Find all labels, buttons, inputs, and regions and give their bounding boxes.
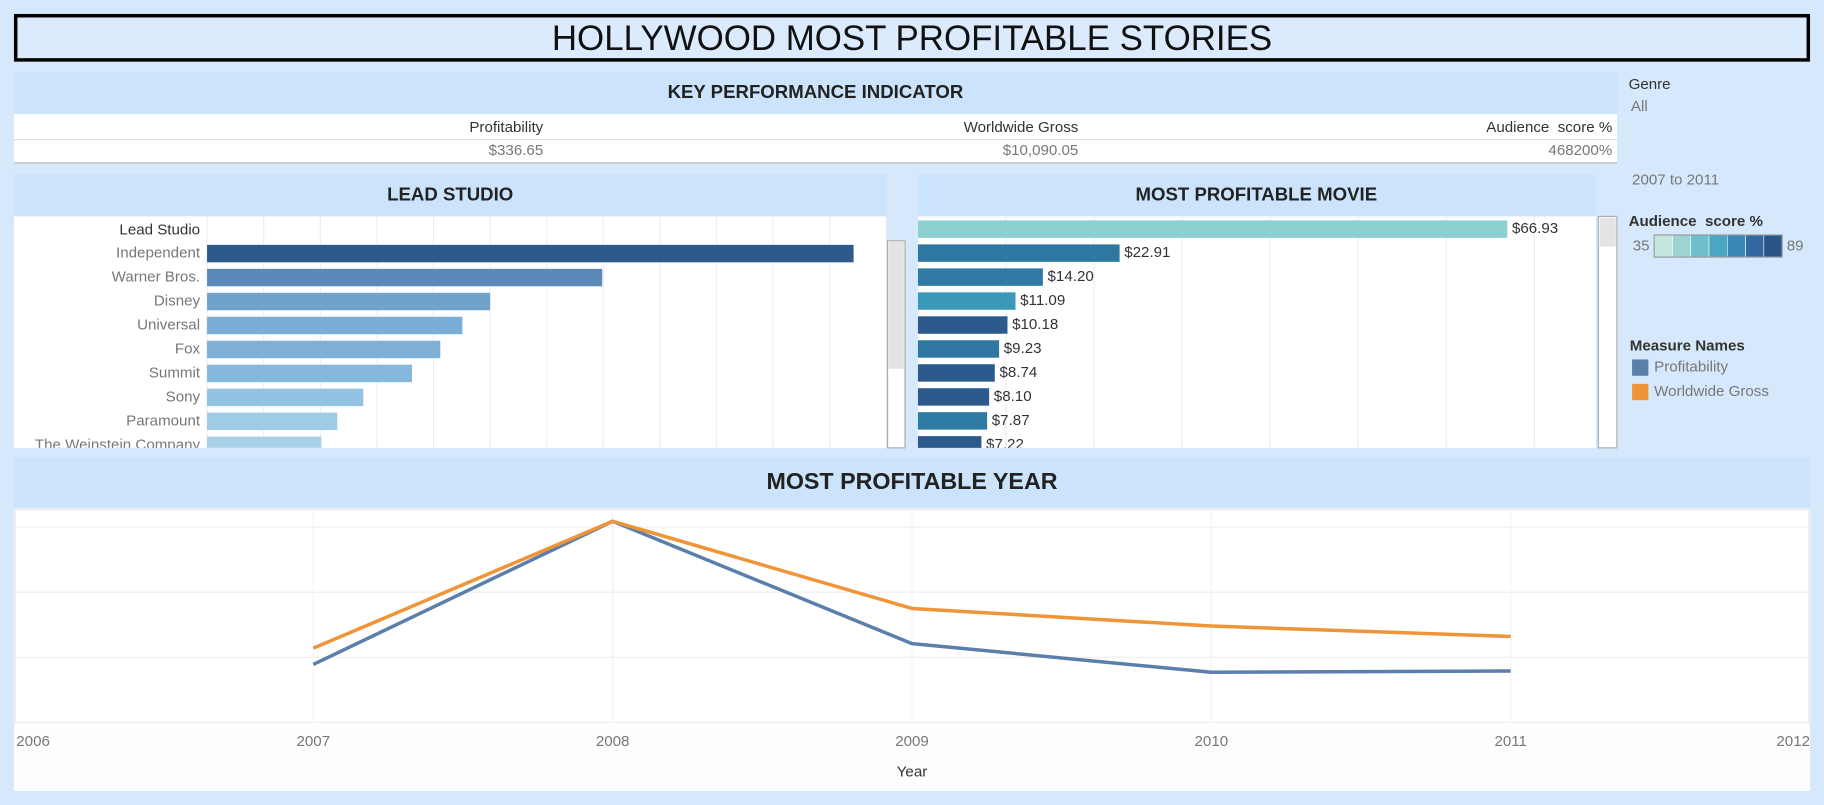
bar bbox=[917, 220, 1508, 238]
bar bbox=[917, 388, 990, 406]
ramp-border bbox=[1653, 234, 1783, 258]
bar bbox=[917, 244, 1120, 262]
year-filter[interactable]: 2007 to 2011 bbox=[1632, 171, 1719, 188]
color-swatch bbox=[1653, 234, 1673, 258]
year-title: MOST PROFITABLE YEAR bbox=[766, 468, 1057, 494]
x-tick-label: 2009 bbox=[895, 733, 929, 750]
year-band bbox=[13, 457, 1811, 509]
bar bbox=[207, 412, 338, 431]
category-label: The Weinstein Company bbox=[35, 436, 201, 453]
movie-title: MOST PROFITABLE MOVIE bbox=[1136, 183, 1378, 204]
value-label: $10.18 bbox=[1012, 316, 1058, 333]
x-tick-label: 2007 bbox=[296, 733, 330, 750]
legend-label: Worldwide Gross bbox=[1654, 383, 1769, 400]
kpi-band bbox=[13, 72, 1617, 115]
color-swatch bbox=[1745, 234, 1765, 258]
value-label: $66.93 bbox=[1512, 220, 1558, 237]
studio-title: LEAD STUDIO bbox=[387, 183, 513, 204]
kpi-table bbox=[13, 114, 1617, 163]
studio-band bbox=[13, 174, 887, 217]
bar bbox=[207, 268, 603, 287]
value-label: $7.87 bbox=[992, 412, 1030, 429]
x-tick-label: 2012 bbox=[1776, 733, 1810, 750]
category-label: Disney bbox=[154, 293, 201, 310]
year-chart: 2006 2007 2008 2009 2010 2011 2012 bbox=[13, 509, 1811, 750]
movie-chart: $66.93 $22.91 $14.20 $11.09 $10.18 $9.23 $8.74… bbox=[917, 216, 1558, 453]
bar bbox=[917, 412, 988, 430]
category-label: Summit bbox=[149, 364, 201, 381]
value-label: $8.10 bbox=[994, 388, 1032, 405]
category-label: Universal bbox=[137, 316, 200, 333]
x-axis-title: Year bbox=[897, 763, 928, 780]
bar bbox=[917, 268, 1043, 286]
filter-value[interactable]: All bbox=[1631, 98, 1648, 115]
movie-band bbox=[917, 174, 1596, 217]
category-label: Independent bbox=[116, 245, 201, 262]
kpi-header: Audience score % bbox=[1486, 119, 1612, 136]
measure-legend: Profitability Worldwide Gross bbox=[1632, 359, 1769, 401]
value-label: $22.91 bbox=[1124, 244, 1170, 261]
category-label: Warner Bros. bbox=[112, 269, 200, 286]
bar bbox=[917, 292, 1016, 310]
legend-swatch bbox=[1632, 359, 1649, 376]
bar bbox=[207, 316, 463, 335]
bar bbox=[917, 340, 1000, 358]
kpi-value: $336.65 bbox=[489, 142, 544, 159]
color-swatch bbox=[1763, 234, 1783, 258]
kpi-header: Profitability bbox=[469, 119, 543, 136]
value-label: $14.20 bbox=[1048, 268, 1094, 285]
kpi-title: KEY PERFORMANCE INDICATOR bbox=[668, 81, 964, 102]
title-box bbox=[13, 13, 1811, 62]
legend-min: 35 bbox=[1633, 238, 1650, 255]
value-label: $7.22 bbox=[986, 436, 1024, 453]
bar bbox=[917, 316, 1008, 334]
legend-label: Profitability bbox=[1654, 359, 1728, 376]
value-label: $11.09 bbox=[1020, 292, 1065, 309]
scroll-thumb[interactable] bbox=[888, 241, 904, 369]
legend-title: Audience score % bbox=[1629, 213, 1764, 230]
value-label: $8.74 bbox=[999, 364, 1037, 381]
bar bbox=[207, 388, 364, 407]
color-swatch bbox=[1726, 234, 1746, 258]
category-label: Sony bbox=[166, 388, 201, 405]
legend-max: 89 bbox=[1787, 238, 1804, 255]
color-ramp bbox=[1653, 234, 1783, 258]
row-header: Lead Studio bbox=[119, 221, 200, 238]
x-tick-label: 2010 bbox=[1195, 733, 1229, 750]
bar bbox=[207, 244, 854, 263]
bar bbox=[917, 436, 982, 448]
color-swatch bbox=[1708, 234, 1728, 258]
kpi-value: 468200% bbox=[1548, 142, 1612, 159]
value-label: $9.23 bbox=[1004, 340, 1042, 357]
scroll-thumb[interactable] bbox=[1599, 217, 1616, 247]
bar bbox=[207, 292, 491, 311]
bar bbox=[207, 340, 441, 359]
line-series bbox=[312, 519, 1511, 650]
scrollbar[interactable] bbox=[1597, 215, 1618, 449]
bar bbox=[207, 436, 322, 448]
kpi-value: $10,090.05 bbox=[1003, 142, 1079, 159]
category-label: Fox bbox=[175, 340, 201, 357]
category-label: Paramount bbox=[126, 412, 201, 429]
bar bbox=[207, 364, 412, 383]
x-tick-label: 2011 bbox=[1494, 733, 1527, 750]
legend-title: Measure Names bbox=[1630, 338, 1745, 355]
studio-chart: Independent Warner Bros. Disney Universal Fo… bbox=[35, 216, 887, 453]
legend-swatch bbox=[1632, 383, 1649, 401]
x-tick-label: 2008 bbox=[596, 733, 630, 750]
dashboard-title: HOLLYWOOD MOST PROFITABLE STORIES bbox=[552, 19, 1272, 58]
filter-label: Genre bbox=[1629, 76, 1671, 93]
x-tick-label: 2006 bbox=[16, 733, 50, 750]
line-series bbox=[312, 519, 1511, 675]
bar bbox=[917, 364, 995, 382]
kpi-header: Worldwide Gross bbox=[964, 119, 1079, 136]
color-swatch bbox=[1690, 234, 1710, 258]
color-swatch bbox=[1672, 234, 1692, 258]
